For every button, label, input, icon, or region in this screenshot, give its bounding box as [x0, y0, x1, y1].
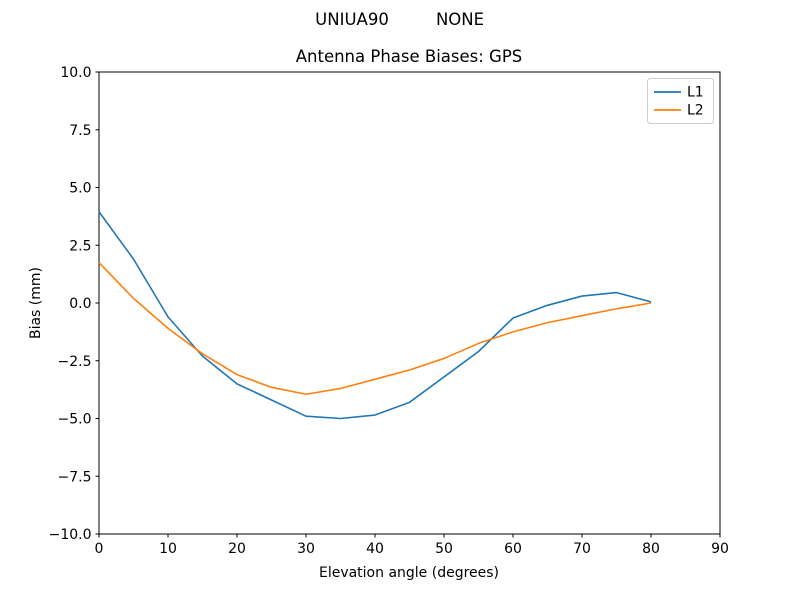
series-line-l1 [98, 211, 652, 420]
y-tick-label: −2.5 [58, 354, 92, 370]
figure-header-station: UNIUA90 [315, 10, 389, 29]
x-tick-label: 0 [95, 541, 104, 557]
y-tick-label: 7.5 [69, 123, 91, 139]
series-line-l2 [98, 262, 652, 396]
y-tick-label: 2.5 [69, 238, 91, 254]
x-axis-label: Elevation angle (degrees) [319, 565, 499, 581]
y-tick-label: −5.0 [58, 412, 92, 428]
chart-title: Antenna Phase Biases: GPS [296, 47, 523, 66]
x-tick-label: 80 [642, 541, 660, 557]
x-tick-label: 30 [297, 541, 315, 557]
y-tick-label: 10.0 [60, 65, 91, 81]
figure-header-antenna-type: NONE [436, 10, 484, 29]
x-tick-label: 20 [228, 541, 246, 557]
y-axis-label: Bias (mm) [28, 267, 44, 339]
x-tick-label: 10 [159, 541, 177, 557]
axes-ticks-and-series: 0 10 20 30 40 50 60 70 80 90 10.0 7.5 5.0 2.5 0.0 −2.5 −… [49, 65, 729, 557]
axes-frame [98, 71, 721, 535]
y-tick-label: −7.5 [58, 469, 92, 485]
x-tick-label: 70 [573, 541, 591, 557]
y-tick-label: 0.0 [69, 296, 91, 312]
legend-label-l2: L2 [687, 103, 704, 119]
x-tick-label: 90 [711, 541, 729, 557]
x-tick-label: 60 [504, 541, 522, 557]
x-tick-label: 50 [435, 541, 453, 557]
legend-box [647, 78, 714, 124]
legend: L1 L2 [647, 78, 714, 124]
y-tick-label: −10.0 [49, 527, 92, 543]
x-tick-label: 40 [366, 541, 384, 557]
y-tick-label: 5.0 [69, 181, 91, 197]
legend-label-l1: L1 [687, 85, 704, 101]
